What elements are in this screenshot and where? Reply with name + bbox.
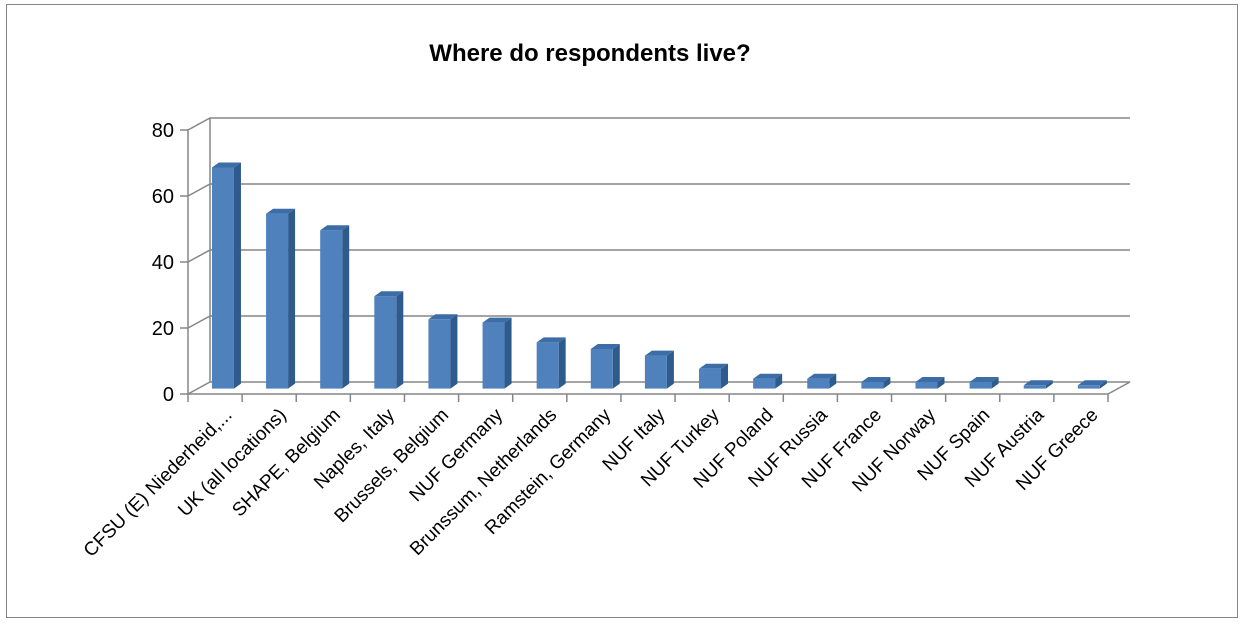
- y-tick-label: 0: [163, 384, 174, 406]
- bar-front: [428, 319, 451, 389]
- bar: [266, 208, 296, 389]
- bar-side: [450, 314, 458, 389]
- bar: [1077, 380, 1107, 389]
- bar-top: [374, 291, 404, 297]
- bar-side: [396, 291, 404, 389]
- bar: [536, 337, 566, 389]
- y-axis-tick-labels: 0 20 40 60 80: [152, 120, 174, 406]
- bar: [915, 377, 945, 389]
- bar-front: [536, 342, 559, 389]
- gridline: [187, 315, 1130, 329]
- floor: [187, 381, 1131, 395]
- bar-side: [937, 377, 945, 389]
- bar: [699, 363, 729, 389]
- bar: [861, 377, 891, 389]
- bar-top: [699, 363, 729, 369]
- category-label: NUF Germany: [406, 404, 508, 506]
- gridline: [187, 249, 1130, 263]
- bar-front: [644, 355, 667, 389]
- bar-top: [969, 377, 999, 382]
- bar: [211, 162, 241, 389]
- bar-front: [374, 296, 397, 389]
- bar-top: [482, 317, 512, 323]
- bar-front: [915, 382, 938, 389]
- bar-side: [612, 344, 620, 389]
- bar-front: [807, 378, 830, 389]
- bar-top: [590, 344, 620, 349]
- bar-side: [1099, 380, 1107, 389]
- bar-front: [753, 378, 776, 389]
- bar: [374, 291, 404, 389]
- bar-top: [211, 162, 241, 168]
- bar: [320, 225, 350, 389]
- bar-front: [1023, 385, 1046, 389]
- bar-front: [211, 167, 234, 389]
- bar-side: [829, 373, 837, 389]
- bar-top: [1023, 380, 1053, 386]
- bar-top: [428, 314, 458, 320]
- bar-front: [1077, 385, 1100, 389]
- y-tick-label: 80: [152, 120, 174, 142]
- bar-side: [288, 208, 296, 389]
- bar-side: [233, 162, 241, 389]
- chart-title: Where do respondents live?: [429, 40, 751, 67]
- bar-side: [666, 350, 674, 389]
- bar-side: [883, 377, 891, 389]
- gridline: [187, 183, 1130, 197]
- bar-top: [753, 373, 783, 379]
- bars: [211, 162, 1107, 389]
- bar-front: [482, 322, 505, 389]
- chart-frame: [6, 4, 1238, 618]
- bar-side: [775, 373, 783, 389]
- bar: [482, 317, 512, 389]
- y-tick-label: 20: [152, 318, 174, 340]
- bar: [428, 314, 458, 389]
- bar-side: [558, 337, 566, 389]
- bar-top: [915, 377, 945, 382]
- bar-top: [536, 337, 566, 343]
- bar-front: [969, 382, 992, 389]
- bar-front: [861, 382, 884, 389]
- bar: [590, 344, 620, 389]
- bar-side: [504, 317, 512, 389]
- gridlines: [180, 117, 1130, 402]
- bar-front: [320, 230, 343, 389]
- bar: [807, 373, 837, 389]
- bar: [644, 350, 674, 389]
- bar-top: [644, 350, 674, 356]
- bar: [969, 377, 999, 389]
- bar-top: [807, 373, 837, 379]
- bar: [1023, 380, 1053, 389]
- bar-side: [342, 225, 350, 389]
- bar-top: [861, 377, 891, 382]
- bar-top: [320, 225, 350, 231]
- bar-front: [699, 368, 722, 389]
- gridline: [187, 117, 1130, 131]
- y-tick-label: 40: [152, 252, 174, 274]
- y-tick-label: 60: [152, 186, 174, 208]
- bar-side: [991, 377, 999, 389]
- bar-top: [266, 208, 296, 214]
- bar-front: [266, 213, 289, 389]
- bar-side: [1045, 380, 1053, 389]
- bar: [753, 373, 783, 389]
- bar-top: [1077, 380, 1107, 386]
- x-axis-category-labels: CFSU (E) Niederheid,...UK (all locations…: [80, 404, 1103, 561]
- bar-side: [721, 363, 729, 389]
- bar-front: [590, 349, 613, 389]
